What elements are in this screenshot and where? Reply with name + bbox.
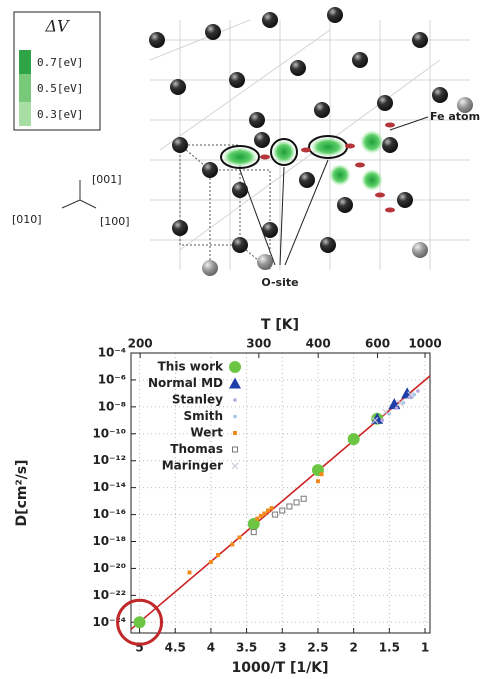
data-point	[396, 399, 404, 407]
data-point	[258, 513, 263, 518]
x-tick-label: 5	[135, 641, 143, 655]
y-tick-label: 10⁻¹⁶	[92, 507, 126, 521]
data-point	[237, 535, 242, 540]
data-point	[315, 479, 320, 484]
data-point	[247, 517, 260, 530]
data-point	[401, 401, 406, 405]
chart: T [K] 1000/T [1/K] D[cm²/s] 10⁻⁴ 10⁻⁶ 10⁻⁸…	[14, 317, 442, 676]
data-point	[394, 406, 399, 410]
dv-legend-title: ΔV	[44, 17, 70, 36]
data-point	[266, 508, 271, 513]
data-point	[319, 472, 324, 477]
x2-tick-label: 600	[365, 337, 390, 351]
data-point	[208, 560, 213, 565]
x2-tick-label: 200	[128, 337, 153, 351]
x2-axis-title: T [K]	[261, 317, 299, 333]
dv-label: 0.5[eV]	[37, 82, 83, 95]
legend-marker	[233, 431, 237, 435]
legend-label: Thomas	[170, 442, 223, 456]
fit-line	[130, 375, 431, 630]
data-point	[269, 506, 274, 511]
legend-label: Wert	[190, 426, 223, 440]
axis-label: [010]	[12, 213, 42, 226]
data-point	[255, 516, 260, 521]
data-point	[380, 418, 384, 423]
data-point	[187, 570, 192, 575]
dv-swatch	[19, 50, 31, 74]
x-tick-label: 4.5	[165, 641, 186, 655]
legend-marker	[233, 398, 237, 402]
plot-frame	[130, 352, 431, 634]
data-point	[412, 392, 417, 397]
data-point	[133, 616, 146, 629]
data-point	[347, 433, 360, 446]
illustration: Fe atom O-site ΔV 0.7[eV] 0.5[eV] 0.3[eV…	[12, 7, 480, 289]
x2-tick-label: 1000	[408, 337, 441, 351]
y-tick-label: 10⁻⁴	[98, 346, 126, 360]
x-tick-label: 3.5	[236, 641, 257, 655]
data-point	[286, 503, 293, 510]
data-point	[371, 416, 379, 424]
fe-label: Fe atom	[430, 110, 480, 123]
x-tick-label: 2	[349, 641, 357, 655]
y-tick-label: 10⁻¹²	[92, 453, 126, 467]
o-site-label: O-site	[261, 276, 298, 289]
axis-label: [001]	[92, 173, 122, 186]
data-point	[250, 529, 257, 536]
x2-tick-label: 400	[306, 337, 331, 351]
data-point	[407, 391, 415, 399]
legend-label: This work	[158, 360, 224, 374]
data-point	[416, 389, 420, 393]
data-point	[272, 511, 279, 518]
data-point	[262, 511, 267, 516]
y-tick-label: 10⁻¹⁴	[92, 480, 126, 494]
data-point	[382, 408, 390, 416]
data-point	[230, 542, 235, 547]
dv-label: 0.3[eV]	[37, 108, 83, 121]
axis-label: [100]	[100, 215, 130, 228]
legend-marker	[229, 361, 241, 373]
dv-swatch	[19, 74, 31, 102]
x-axis-title: 1000/T [1/K]	[231, 660, 328, 676]
legend-label: Stanley	[172, 393, 223, 407]
legend-label: Normal MD	[148, 376, 223, 390]
data-point	[216, 552, 221, 557]
y-tick-label: 10⁻⁶	[98, 372, 126, 386]
data-point	[388, 398, 401, 410]
y-tick-label: 10⁻²⁰	[92, 561, 126, 575]
y-axis-title: D[cm²/s]	[14, 460, 30, 527]
legend-marker	[233, 414, 237, 419]
x-tick-label: 1.5	[379, 641, 400, 655]
x-tick-label: 1	[421, 641, 429, 655]
data-point	[408, 395, 413, 400]
x-tick-label: 3	[278, 641, 286, 655]
y-tick-label: 10⁻²⁴	[92, 615, 126, 629]
x-tick-label: 2.5	[307, 641, 328, 655]
x2-tick-label: 300	[246, 337, 271, 351]
legend-marker	[232, 446, 238, 453]
y-tick-label: 10⁻¹⁰	[92, 426, 126, 440]
legend-label: Maringer	[162, 459, 223, 473]
legend-label: Smith	[183, 409, 223, 423]
legend-marker	[229, 377, 241, 389]
data-point	[300, 495, 307, 502]
data-point	[279, 507, 286, 514]
legend-marker	[231, 462, 239, 470]
x-tick-label: 4	[207, 641, 215, 655]
data-point	[293, 499, 300, 506]
dv-swatch	[19, 102, 31, 126]
y-tick-label: 10⁻²²	[92, 588, 126, 602]
y-tick-label: 10⁻⁸	[98, 399, 126, 413]
dv-label: 0.7[eV]	[37, 56, 83, 69]
y-tick-label: 10⁻¹⁸	[92, 534, 126, 548]
highlight-circle	[116, 598, 164, 646]
